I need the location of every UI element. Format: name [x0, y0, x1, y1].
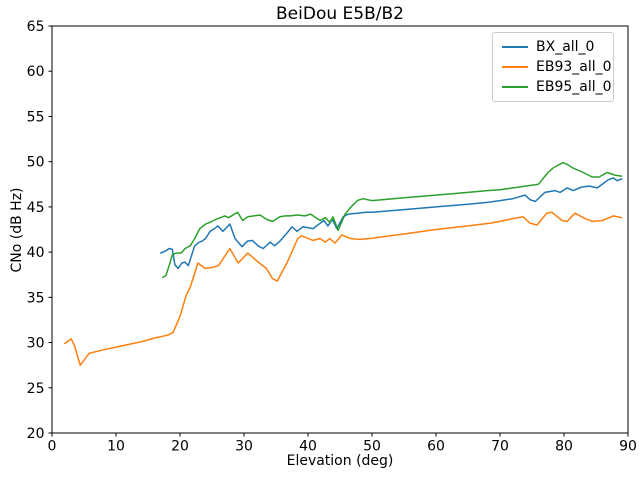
legend-label: BX_all_0	[536, 39, 595, 55]
legend: BX_all_0 EB93_all_0 EB95_all_0	[492, 32, 614, 102]
plot-border	[51, 25, 629, 434]
y-tick-label: 20	[27, 426, 45, 442]
y-tick-label: 45	[27, 200, 45, 216]
series-line-EB95_all_0	[161, 161, 623, 279]
y-tick-label: 65	[27, 19, 45, 35]
x-tick-label: 60	[427, 439, 445, 455]
y-tick-label: 40	[27, 245, 45, 261]
legend-item: EB93_all_0	[502, 59, 612, 75]
y-axis-label: CNo (dB Hz)	[9, 187, 25, 272]
legend-item: EB95_all_0	[502, 79, 612, 95]
chart-title: BeiDou E5B/B2	[276, 4, 404, 24]
x-tick-label: 90	[619, 439, 637, 455]
x-tick-label: 0	[48, 439, 57, 455]
legend-line-swatch-icon	[502, 86, 528, 88]
legend-line-swatch-icon	[502, 66, 528, 68]
x-tick-label: 10	[107, 439, 125, 455]
y-tick-label: 55	[27, 109, 45, 125]
y-tick-label: 25	[27, 381, 45, 397]
x-tick-label: 80	[555, 439, 573, 455]
series-line-BX_all_0	[160, 177, 623, 270]
x-tick-label: 20	[171, 439, 189, 455]
y-tick-label: 35	[27, 290, 45, 306]
legend-line-swatch-icon	[502, 46, 528, 48]
y-tick-label: 60	[27, 64, 45, 80]
series-line-EB93_all_0	[64, 211, 623, 366]
legend-label: EB93_all_0	[536, 59, 612, 75]
y-tick-label: 50	[27, 155, 45, 171]
legend-item: BX_all_0	[502, 39, 605, 55]
x-tick-label: 40	[299, 439, 317, 455]
x-tick-label: 70	[491, 439, 509, 455]
y-tick-label: 30	[27, 336, 45, 352]
x-tick-label: 30	[235, 439, 253, 455]
x-axis-label: Elevation (deg)	[287, 453, 394, 469]
x-tick-label: 50	[363, 439, 381, 455]
legend-label: EB95_all_0	[536, 79, 612, 95]
